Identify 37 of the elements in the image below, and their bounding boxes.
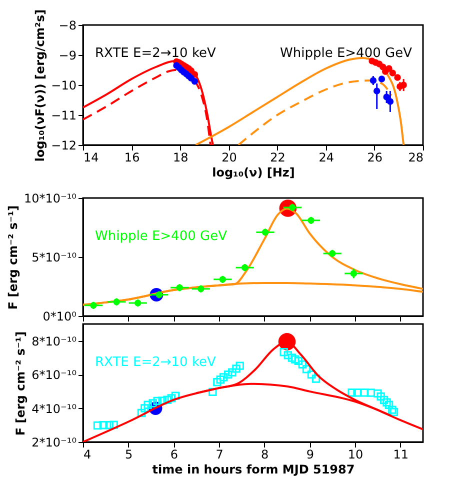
- x-tick-label: 20: [222, 150, 237, 164]
- annotation: Whipple E>400 GeV: [95, 229, 228, 244]
- x-tick-label: 26: [367, 150, 383, 164]
- y-tick-label: 4*10⁻¹⁰: [32, 402, 77, 416]
- x-tick-label: 5: [125, 448, 133, 462]
- x-tick-label: 7: [216, 448, 224, 462]
- y-tick-label: −10: [51, 78, 76, 92]
- y-axis-title: log₁₀(νF(ν)) [erg/cm²s]: [33, 9, 48, 162]
- y-tick-label: −8: [58, 18, 76, 32]
- x-axis-title: time in hours form MJD 51987: [152, 462, 355, 476]
- annotation: RXTE E=2→10 keV: [95, 355, 216, 370]
- x-tick-label: 24: [318, 150, 334, 164]
- x-tick-label: 18: [173, 150, 188, 164]
- y-tick-label: 0*10⁰: [42, 310, 77, 324]
- x-tick-label: 10: [348, 448, 364, 462]
- y-tick-label: 6*10⁻¹⁰: [32, 368, 77, 382]
- y-tick-label: 8*10⁻¹⁰: [32, 334, 77, 348]
- x-tick-label: 6: [170, 448, 178, 462]
- x-tick-label: 8: [261, 448, 269, 462]
- x-tick-label: 28: [408, 150, 424, 164]
- x-tick-label: 22: [270, 150, 286, 164]
- y-tick-label: 10*10⁻¹⁰: [24, 192, 77, 206]
- y-tick-label: −11: [51, 108, 76, 122]
- x-tick-label: 16: [124, 150, 140, 164]
- y-tick-label: 2*10⁻¹⁰: [32, 436, 77, 450]
- y-axis-title: F [erg cm⁻² s⁻¹]: [14, 331, 28, 436]
- y-tick-label: −12: [51, 138, 76, 152]
- annotation: RXTE E=2→10 keV: [95, 46, 216, 61]
- y-tick-label: −9: [58, 48, 76, 62]
- x-tick-label: 9: [306, 448, 314, 462]
- x-tick-label: 14: [84, 150, 99, 164]
- y-axis-title: F [erg cm⁻² s⁻¹]: [6, 205, 20, 310]
- y-tick-label: 5*10⁻¹⁰: [32, 250, 77, 264]
- x-tick-label: 11: [393, 448, 408, 462]
- annotation: Whipple E>400 GeV: [280, 46, 412, 61]
- x-tick-label: 4: [84, 448, 92, 462]
- x-axis-title: log₁₀(ν) [Hz]: [212, 166, 295, 180]
